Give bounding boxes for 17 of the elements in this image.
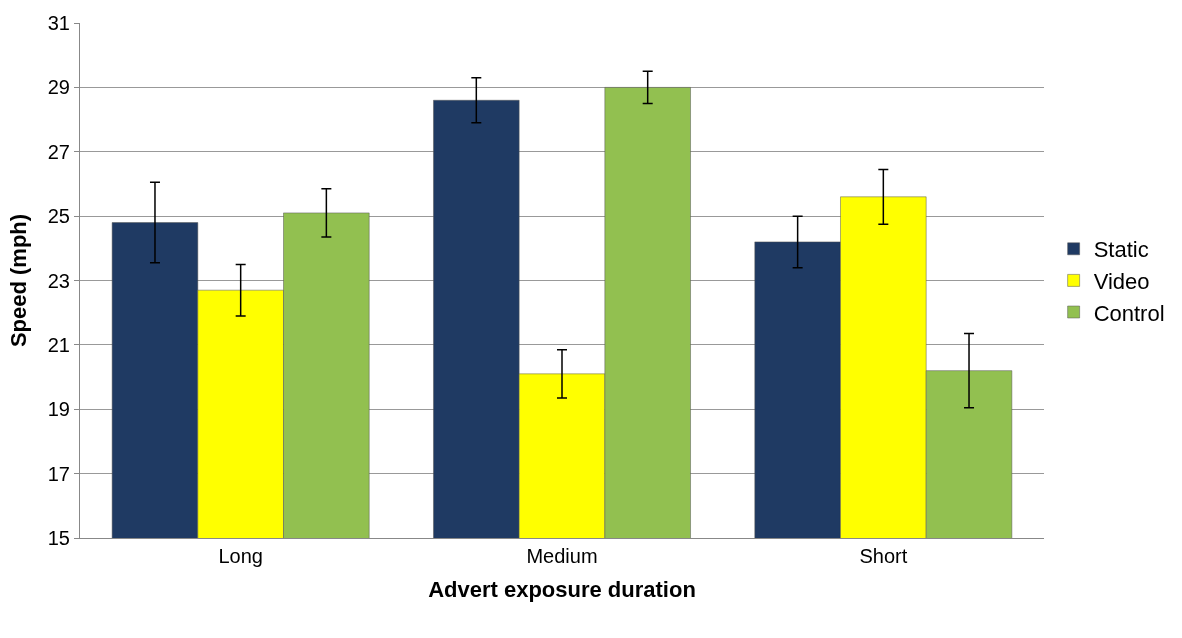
y-tick-label: 27 [47,140,70,163]
y-tick-label: 31 [47,12,70,34]
x-tick-label: Medium [526,545,598,567]
x-tick-label: Short [859,545,908,567]
y-tick-label: 15 [47,527,70,549]
y-tick-label: 23 [47,269,70,292]
y-axis-title: Speed (mph) [5,213,31,348]
legend-label: Video [1093,268,1150,294]
legend-label: Control [1093,300,1165,326]
y-tick-label: 21 [47,333,70,356]
y-tick-label: 17 [47,462,70,485]
y-tick-label: 25 [47,205,70,228]
x-axis-title: Advert exposure duration [428,576,696,602]
y-tick-label: 19 [47,398,70,421]
y-tick-label: 29 [47,76,70,99]
legend-label: Static [1093,237,1149,263]
x-tick-label: Long [218,545,263,567]
